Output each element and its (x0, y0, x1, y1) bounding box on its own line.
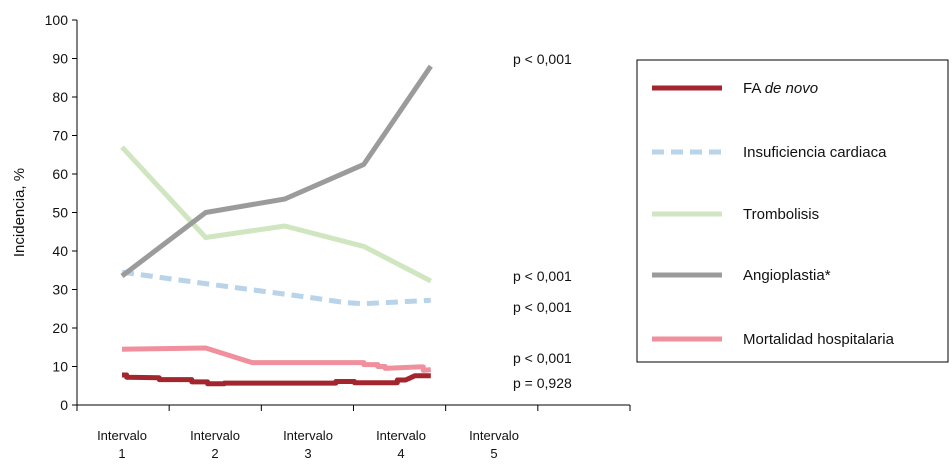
legend-label: Angioplastia* (743, 267, 831, 284)
p-value-label: p = 0,928 (513, 375, 572, 391)
p-value-label: p < 0,001 (513, 51, 572, 67)
x-category-number: 4 (397, 446, 404, 461)
x-category-number: 2 (211, 446, 218, 461)
p-value-label: p < 0,001 (513, 268, 572, 284)
x-category-number: 5 (490, 446, 497, 461)
series-lines (120, 64, 433, 387)
x-category-label: Intervalo (469, 428, 519, 443)
axes: 0 10 20 30 40 50 60 70 80 90 100 Intervalo 1 Interval… (11, 12, 631, 461)
y-tick-label: 50 (52, 205, 68, 221)
legend-label: Mortalidad hospitalaria (743, 331, 895, 348)
legend-label-part: FA (743, 80, 765, 97)
series-line-angioplastia (120, 64, 433, 278)
legend-label-part: Trombolisis (743, 206, 819, 223)
y-tick-label: 60 (52, 166, 68, 182)
x-category-number: 1 (118, 446, 125, 461)
legend-label-part: Angioplastia* (743, 267, 831, 284)
x-category-label: Intervalo (283, 428, 333, 443)
legend-label: Insuficiencia cardiaca (743, 144, 887, 161)
legend: FA de novo Insuficiencia cardiaca Tromboli… (636, 59, 949, 363)
p-value-label: p < 0,001 (513, 299, 572, 315)
legend-label: FA de novo (743, 80, 818, 97)
y-tick-label: 30 (52, 282, 68, 298)
y-tick-label: 90 (52, 51, 68, 67)
legend-label-part: Mortalidad hospitalaria (743, 331, 895, 348)
series-line-insuficiencia-cardiaca (121, 269, 431, 307)
legend-label: Trombolisis (743, 206, 819, 223)
x-category-label: Intervalo (376, 428, 426, 443)
p-value-annotations: p < 0,001 p < 0,001 p < 0,001 p < 0,001 p = … (513, 51, 572, 391)
x-category-label: Intervalo (97, 428, 147, 443)
y-tick-label: 70 (52, 128, 68, 144)
y-tick-label: 100 (45, 12, 69, 28)
y-tick-label: 40 (52, 243, 68, 259)
y-tick-label: 10 (52, 359, 68, 375)
y-axis-label: Incidencia, % (11, 168, 28, 257)
p-value-label: p < 0,001 (513, 350, 572, 366)
series-line-fa-de-novo (122, 372, 431, 387)
legend-box (636, 59, 949, 363)
series-line-mortalidad-hospitalaria (121, 345, 432, 373)
series-line-trombolisis (120, 145, 432, 284)
legend-label-part: Insuficiencia cardiaca (743, 144, 887, 161)
y-tick-label: 20 (52, 320, 68, 336)
y-tick-label: 0 (60, 397, 68, 413)
x-category-number: 3 (304, 446, 311, 461)
y-tick-label: 80 (52, 89, 68, 105)
x-category-label: Intervalo (190, 428, 240, 443)
legend-label-part: de novo (765, 80, 818, 97)
